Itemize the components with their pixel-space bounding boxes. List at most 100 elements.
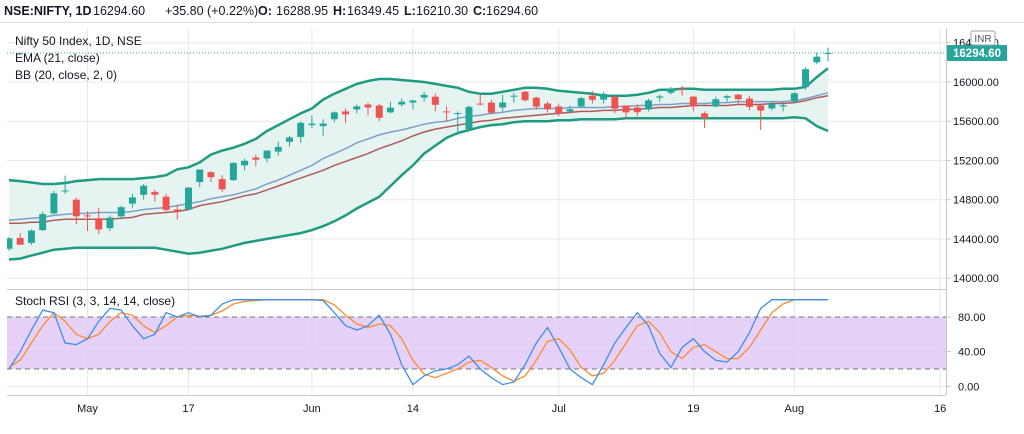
candle bbox=[476, 93, 484, 106]
candle-body bbox=[27, 230, 35, 243]
last-value: 16294.60 bbox=[93, 4, 145, 18]
candle bbox=[768, 101, 776, 111]
candle bbox=[106, 215, 114, 232]
candle bbox=[409, 99, 417, 110]
price-axis-label: 16000.00 bbox=[953, 77, 999, 89]
candle-body bbox=[487, 102, 495, 113]
candle-body bbox=[521, 91, 529, 101]
bollinger-bands bbox=[8, 67, 829, 261]
candle bbox=[61, 175, 69, 194]
candle bbox=[701, 111, 709, 129]
candle bbox=[678, 85, 686, 96]
open-value: 16288.95 bbox=[276, 4, 328, 18]
candle bbox=[308, 115, 316, 129]
bb-fill bbox=[9, 68, 828, 260]
candle-body bbox=[813, 56, 821, 63]
candle-body bbox=[364, 104, 372, 108]
candle-body bbox=[611, 96, 619, 109]
candle bbox=[689, 95, 697, 112]
symbol-title[interactable]: NSE:NIFTY, 1D bbox=[4, 4, 92, 18]
candle-body bbox=[263, 150, 271, 159]
candle bbox=[465, 105, 473, 132]
candle-body bbox=[330, 112, 338, 120]
candle-body bbox=[353, 106, 361, 110]
low-value: 16210.30 bbox=[416, 4, 468, 18]
stoch-axis[interactable]: 80.00 40.00 0.00 bbox=[946, 312, 986, 393]
time-axis[interactable]: May 17 Jun 14 Jul 19 Aug 16 bbox=[77, 403, 946, 415]
candle bbox=[330, 111, 338, 123]
stoch-k-line bbox=[8, 299, 828, 386]
bb-lower-line bbox=[8, 116, 829, 261]
candle bbox=[443, 106, 451, 122]
candles bbox=[7, 47, 832, 251]
currency-badge[interactable]: INR bbox=[970, 30, 996, 46]
candle-body bbox=[443, 111, 451, 113]
candle-body bbox=[185, 187, 192, 210]
last-price-tag: 16294.60 bbox=[947, 45, 1007, 62]
stoch-axis-label: 0.00 bbox=[958, 381, 979, 393]
candle-body bbox=[229, 162, 237, 181]
candle bbox=[375, 103, 383, 122]
stoch-axis-label: 40.00 bbox=[958, 347, 986, 359]
candle-body bbox=[386, 107, 394, 113]
time-axis-label: May bbox=[77, 403, 98, 415]
candle-body bbox=[39, 214, 47, 231]
candle bbox=[151, 189, 159, 202]
candle bbox=[297, 121, 305, 143]
time-axis-label: Jun bbox=[303, 403, 321, 415]
candle bbox=[7, 236, 13, 251]
candle-body bbox=[622, 105, 630, 113]
close-value: 16294.60 bbox=[486, 4, 538, 18]
candle-body bbox=[50, 193, 58, 214]
candle bbox=[140, 184, 148, 200]
candle bbox=[745, 95, 753, 111]
candle-body bbox=[84, 215, 92, 217]
candle bbox=[577, 96, 585, 108]
price-axis-label: 14800.00 bbox=[953, 195, 999, 207]
candle-body bbox=[162, 196, 170, 210]
candle bbox=[521, 90, 529, 102]
candle-body bbox=[420, 94, 428, 98]
candle bbox=[645, 98, 652, 112]
symbol-header: NSE:NIFTY, 1D 16294.60 +35.80 (+0.22%) O… bbox=[4, 4, 538, 18]
candle bbox=[757, 103, 765, 131]
price-axis-label: 14000.00 bbox=[953, 273, 999, 285]
legend-stoch-rsi[interactable]: Stoch RSI (3, 3, 14, 14, close) bbox=[15, 294, 175, 308]
candle-body bbox=[7, 238, 13, 249]
candle-body bbox=[128, 197, 136, 204]
candle bbox=[824, 47, 832, 62]
candle-body bbox=[779, 105, 787, 107]
candle-body bbox=[667, 89, 675, 93]
candle-body bbox=[196, 169, 204, 183]
candle bbox=[207, 171, 215, 183]
candle bbox=[555, 103, 563, 117]
candle bbox=[420, 91, 428, 102]
legend-instrument[interactable]: Nifty 50 Index, 1D, NSE bbox=[15, 34, 142, 48]
candle-body bbox=[790, 93, 798, 102]
candle-body bbox=[409, 100, 417, 103]
candle bbox=[16, 233, 24, 245]
candle bbox=[454, 111, 462, 135]
candle bbox=[241, 158, 249, 171]
candle-body bbox=[645, 100, 652, 110]
candle bbox=[813, 52, 821, 65]
legend-bb[interactable]: BB (20, close, 2, 0) bbox=[15, 68, 117, 82]
legend-ema[interactable]: EMA (21, close) bbox=[15, 51, 100, 65]
candle-body bbox=[712, 99, 720, 107]
currency-badge-text: INR bbox=[974, 34, 991, 45]
candle-body bbox=[398, 101, 406, 105]
candle-body bbox=[207, 172, 215, 178]
candle bbox=[50, 190, 58, 215]
candle bbox=[95, 207, 103, 235]
candle bbox=[173, 204, 181, 220]
candle-body bbox=[465, 106, 473, 130]
price-axis-label: 15600.00 bbox=[953, 116, 999, 128]
stoch-lines bbox=[8, 299, 828, 386]
change-value: +35.80 (+0.22%) bbox=[165, 4, 258, 18]
price-axis[interactable]: 16400.0016000.0015600.0015200.0014800.00… bbox=[946, 38, 999, 285]
candle bbox=[342, 108, 350, 124]
candle bbox=[431, 93, 439, 112]
candle-body bbox=[499, 102, 507, 108]
candle bbox=[532, 96, 540, 110]
stoch-d-line bbox=[8, 299, 828, 382]
